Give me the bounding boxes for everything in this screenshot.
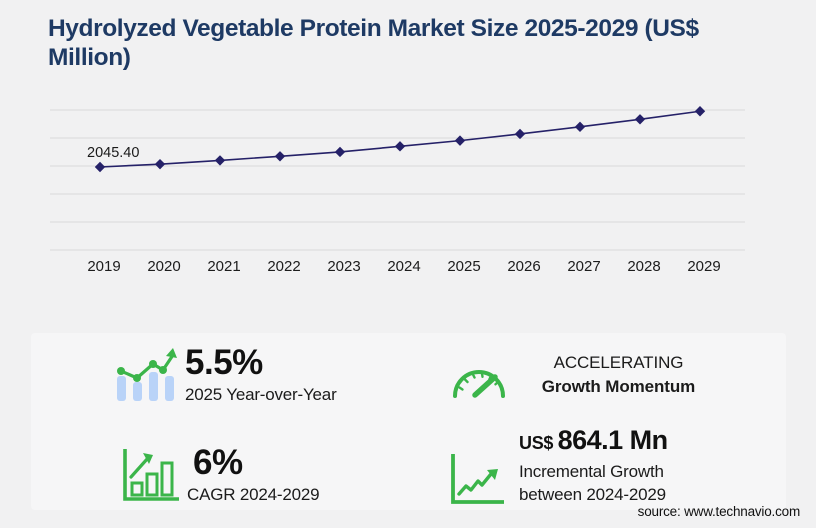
x-axis-label: 2029	[687, 258, 720, 275]
x-axis-label: 2023	[327, 258, 360, 275]
incremental-currency: US$	[519, 433, 554, 453]
data-point-marker	[694, 106, 706, 117]
cagr-value: 6%	[193, 443, 243, 482]
growth-bars-arrow-icon	[119, 447, 183, 510]
x-axis-label: 2026	[507, 258, 540, 275]
data-point-marker	[574, 121, 586, 133]
x-axis-label: 2021	[207, 258, 240, 275]
stat-incremental: US$ 864.1 Mn Incremental Growth between …	[519, 427, 668, 506]
data-point-label: 2045.40	[87, 145, 139, 161]
data-point-marker	[214, 155, 226, 166]
speedometer-icon	[448, 354, 508, 405]
stats-panel: 5.5% 2025 Year-over-Year ACCELERATING Gr	[31, 333, 786, 510]
data-point-marker	[274, 151, 286, 162]
page-title: Hydrolyzed Vegetable Protein Market Size…	[48, 15, 699, 72]
x-axis-label: 2027	[567, 258, 600, 275]
x-axis-label: 2025	[447, 258, 480, 275]
source-attribution: source: www.technavio.com	[637, 504, 801, 519]
x-axis-label: 2028	[627, 258, 660, 275]
incremental-value: 864.1 Mn	[557, 425, 669, 455]
momentum-line1: ACCELERATING	[553, 353, 684, 372]
incremental-value-row: US$ 864.1 Mn	[519, 427, 668, 454]
incremental-line1: Incremental Growth	[519, 462, 664, 481]
stat-yoy: 5.5% 2025 Year-over-Year	[185, 343, 337, 405]
stat-momentum: ACCELERATING Growth Momentum	[501, 351, 736, 399]
bar-chart-trend-up-icon	[110, 345, 180, 410]
data-point-marker	[394, 141, 406, 152]
momentum-line2: Growth Momentum	[541, 377, 696, 396]
incremental-line2: between 2024-2029	[519, 485, 666, 504]
x-axis-label: 2024	[387, 258, 420, 275]
data-point-marker	[334, 146, 346, 158]
data-point-marker	[634, 114, 646, 125]
x-axis-label: 2022	[267, 258, 300, 275]
stat-cagr: 6% CAGR 2024-2029	[187, 443, 320, 505]
market-line-chart: 2045.40 2019 2020 2021 2022 2023 2024 2025 2026 2…	[0, 95, 816, 285]
zigzag-growth-icon	[446, 452, 508, 513]
x-axis-label: 2020	[147, 258, 180, 275]
cagr-label: CAGR 2024-2029	[187, 484, 320, 504]
yoy-value: 5.5%	[185, 343, 263, 382]
data-point-marker	[94, 161, 106, 173]
data-point-marker	[514, 128, 526, 140]
x-axis-label: 2019	[87, 258, 120, 275]
market-size-line	[99, 110, 701, 168]
line-chart-svg: 2045.40 2019 2020 2021 2022 2023 2024 2025 2026 2…	[50, 106, 745, 275]
data-point-marker	[454, 135, 466, 146]
data-point-marker	[154, 158, 166, 170]
yoy-label: 2025 Year-over-Year	[185, 384, 337, 404]
